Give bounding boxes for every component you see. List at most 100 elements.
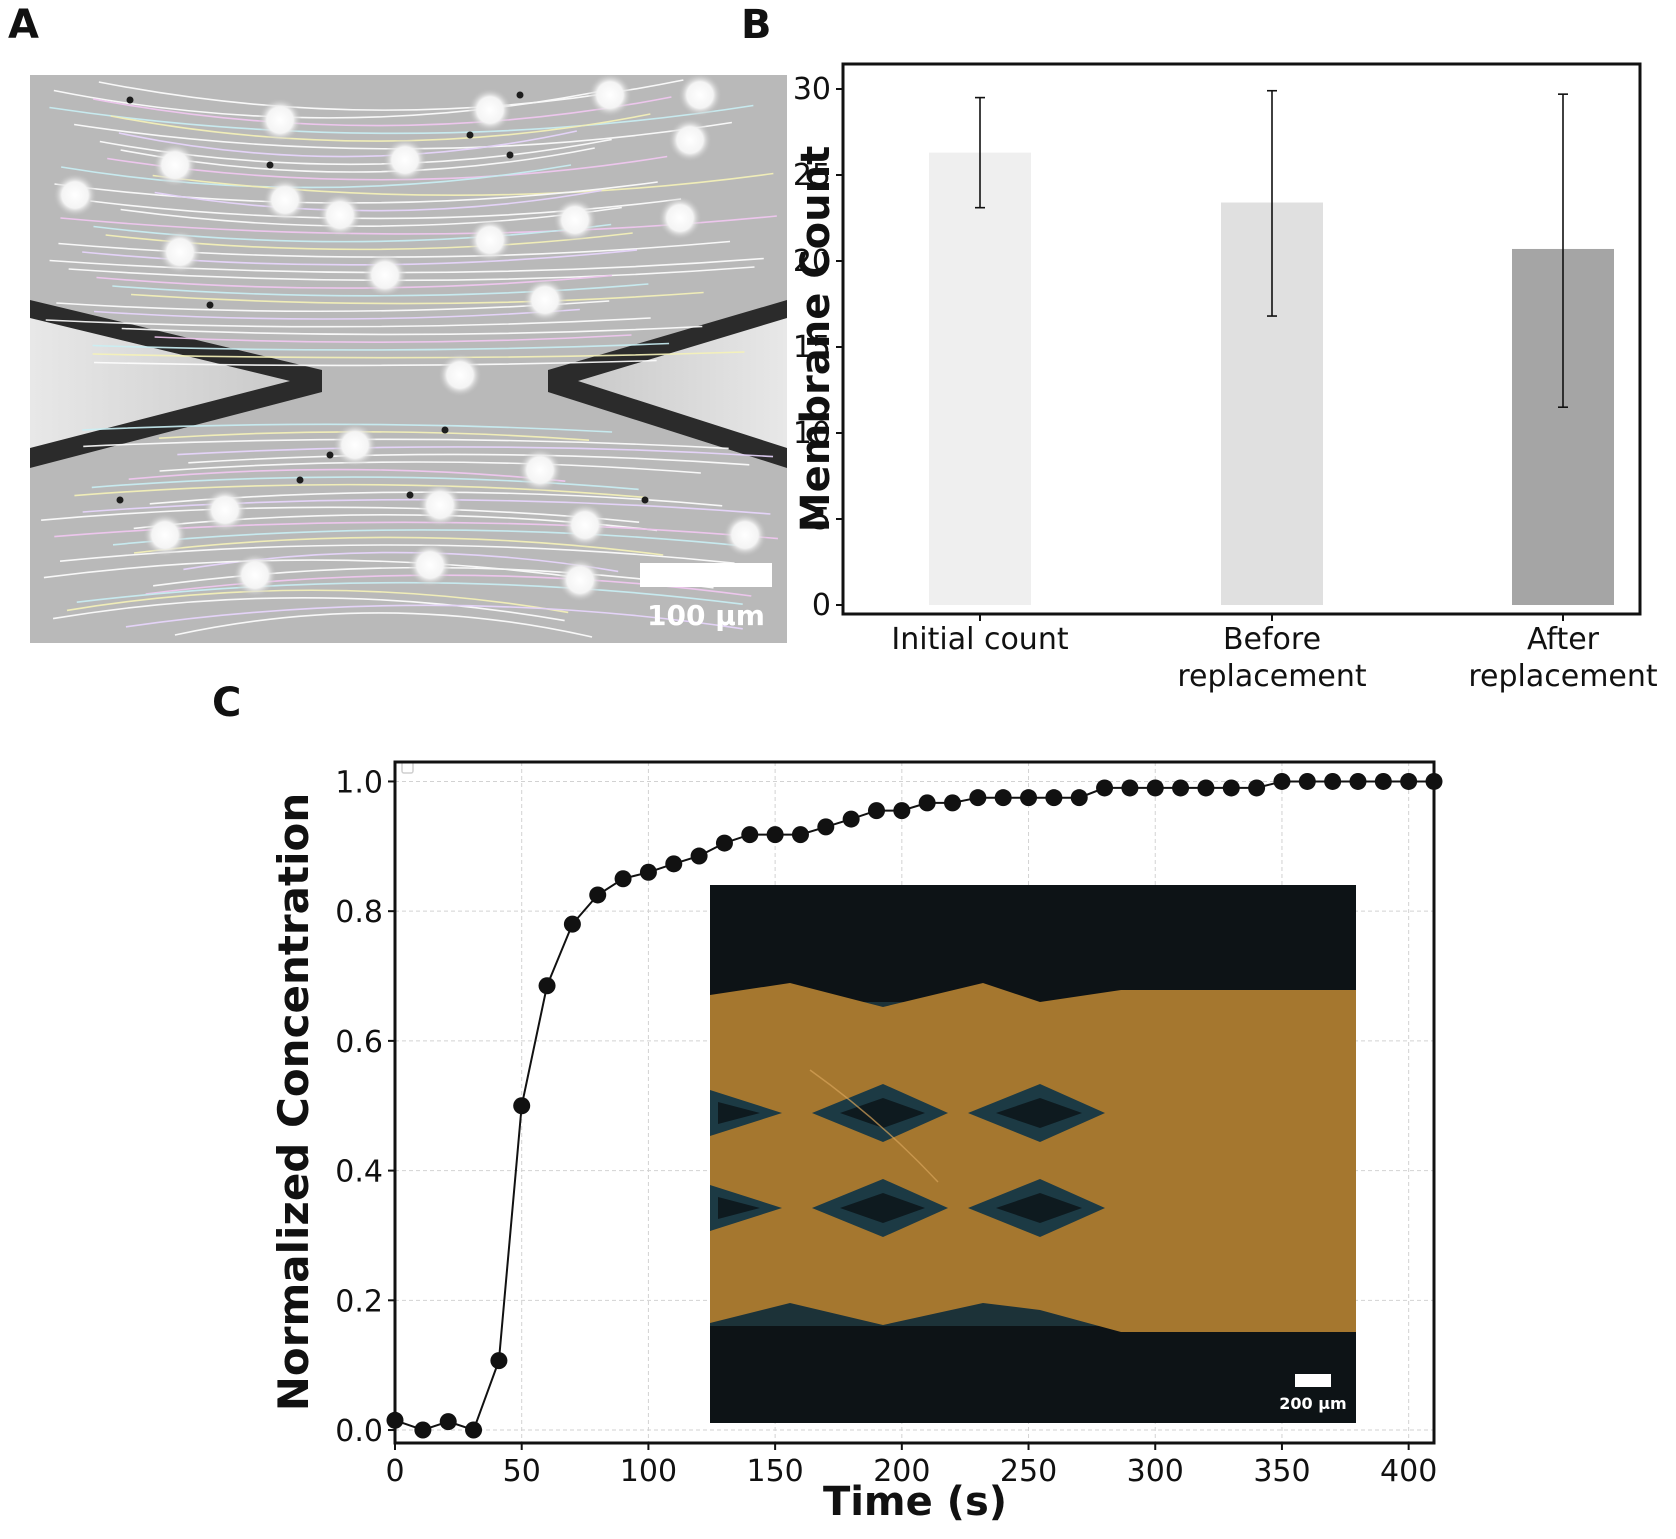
data-point <box>414 1421 432 1439</box>
x-tick-label: Before <box>1223 622 1321 657</box>
droplet <box>658 196 702 240</box>
droplet <box>53 173 97 217</box>
data-point <box>1400 772 1418 790</box>
x-tick-label: replacement <box>1177 659 1367 694</box>
data-point <box>465 1421 483 1439</box>
droplet <box>263 178 307 222</box>
trace <box>154 189 602 212</box>
y-tick-label: 10 <box>793 416 831 451</box>
trace <box>93 223 612 243</box>
data-point <box>766 826 784 844</box>
y-tick-label: 0.4 <box>335 1155 383 1190</box>
trace <box>177 446 774 458</box>
data-point <box>1096 779 1114 797</box>
trace <box>125 604 743 630</box>
trace <box>131 291 704 305</box>
data-point <box>994 789 1012 807</box>
trace <box>112 529 752 548</box>
droplet <box>363 253 407 297</box>
particle <box>441 426 449 434</box>
droplet <box>158 230 202 274</box>
trace <box>90 198 682 220</box>
particle <box>266 161 274 169</box>
trace <box>61 164 572 189</box>
y-tick-label: 30 <box>793 72 831 107</box>
droplet <box>233 553 277 597</box>
y-tick-label: 1.0 <box>335 765 383 800</box>
trace <box>159 461 701 474</box>
panel-letter-c: C <box>212 680 242 726</box>
particle <box>326 451 334 459</box>
data-point <box>1070 789 1088 807</box>
trace <box>49 104 754 135</box>
data-point <box>513 1097 531 1115</box>
error-bar-2 <box>1558 93 1568 409</box>
panel-a-micrograph: 100 µm <box>30 75 787 643</box>
particle <box>126 96 134 104</box>
y-ticks: 0.0 0.2 0.4 0.6 0.8 1.0 <box>335 765 395 1449</box>
particle <box>206 301 214 309</box>
droplet <box>258 98 302 142</box>
x-tick-label: replacement <box>1468 659 1658 694</box>
trace <box>94 359 657 367</box>
trace <box>92 342 670 351</box>
x-tick-label: 150 <box>746 1454 803 1489</box>
droplet <box>318 193 362 237</box>
x-tick-label: 100 <box>620 1454 677 1489</box>
data-point <box>665 855 683 873</box>
y-tick-label: 5 <box>812 502 831 537</box>
data-point <box>842 810 860 828</box>
data-point <box>1248 779 1266 797</box>
droplet <box>588 75 632 117</box>
particle <box>516 91 524 99</box>
panel-letter-b: B <box>741 2 772 48</box>
trace <box>133 536 664 556</box>
data-point <box>715 834 733 852</box>
scale-bar-label: 100 µm <box>647 599 765 632</box>
y-ticks: 0 5 10 15 20 25 30 <box>793 72 843 623</box>
bars <box>929 152 1614 605</box>
data-point <box>563 915 581 933</box>
data-point <box>1324 772 1342 790</box>
data-point <box>439 1413 457 1431</box>
particle <box>641 496 649 504</box>
data-point <box>1197 779 1215 797</box>
droplet <box>563 503 607 547</box>
trace <box>52 597 565 622</box>
x-axis-label: Time (s) <box>823 1479 1007 1525</box>
data-point <box>969 789 987 807</box>
data-point <box>1020 789 1038 807</box>
x-tick-label: 400 <box>1380 1454 1437 1489</box>
particle <box>406 491 414 499</box>
data-point <box>944 794 962 812</box>
trace <box>41 506 640 523</box>
droplet <box>408 543 452 587</box>
data-point <box>589 886 607 904</box>
x-ticks: 0 50 100 150 200 250 300 350 400 <box>385 1443 1437 1489</box>
droplet <box>203 488 247 532</box>
droplet <box>668 118 712 162</box>
x-tick-label: 350 <box>1253 1454 1310 1489</box>
data-point <box>817 818 835 836</box>
data-point <box>1121 779 1139 797</box>
data-point <box>1222 779 1240 797</box>
trace <box>120 206 622 227</box>
inset-fluorescence-image: 200 µm <box>710 885 1356 1423</box>
data-point <box>538 977 556 995</box>
data-point <box>867 802 885 820</box>
trace <box>53 87 614 119</box>
y-tick-label: 0.2 <box>335 1284 383 1319</box>
droplet <box>468 88 512 132</box>
trace <box>82 423 613 433</box>
data-point <box>1273 772 1291 790</box>
legend-box <box>401 761 414 774</box>
data-point <box>1298 772 1316 790</box>
droplet <box>558 558 602 602</box>
trace <box>121 325 703 336</box>
droplet <box>553 198 597 242</box>
data-point <box>490 1352 508 1370</box>
scale-bar <box>640 563 772 587</box>
droplet <box>143 513 187 557</box>
droplet <box>333 423 377 467</box>
trace <box>83 438 729 450</box>
